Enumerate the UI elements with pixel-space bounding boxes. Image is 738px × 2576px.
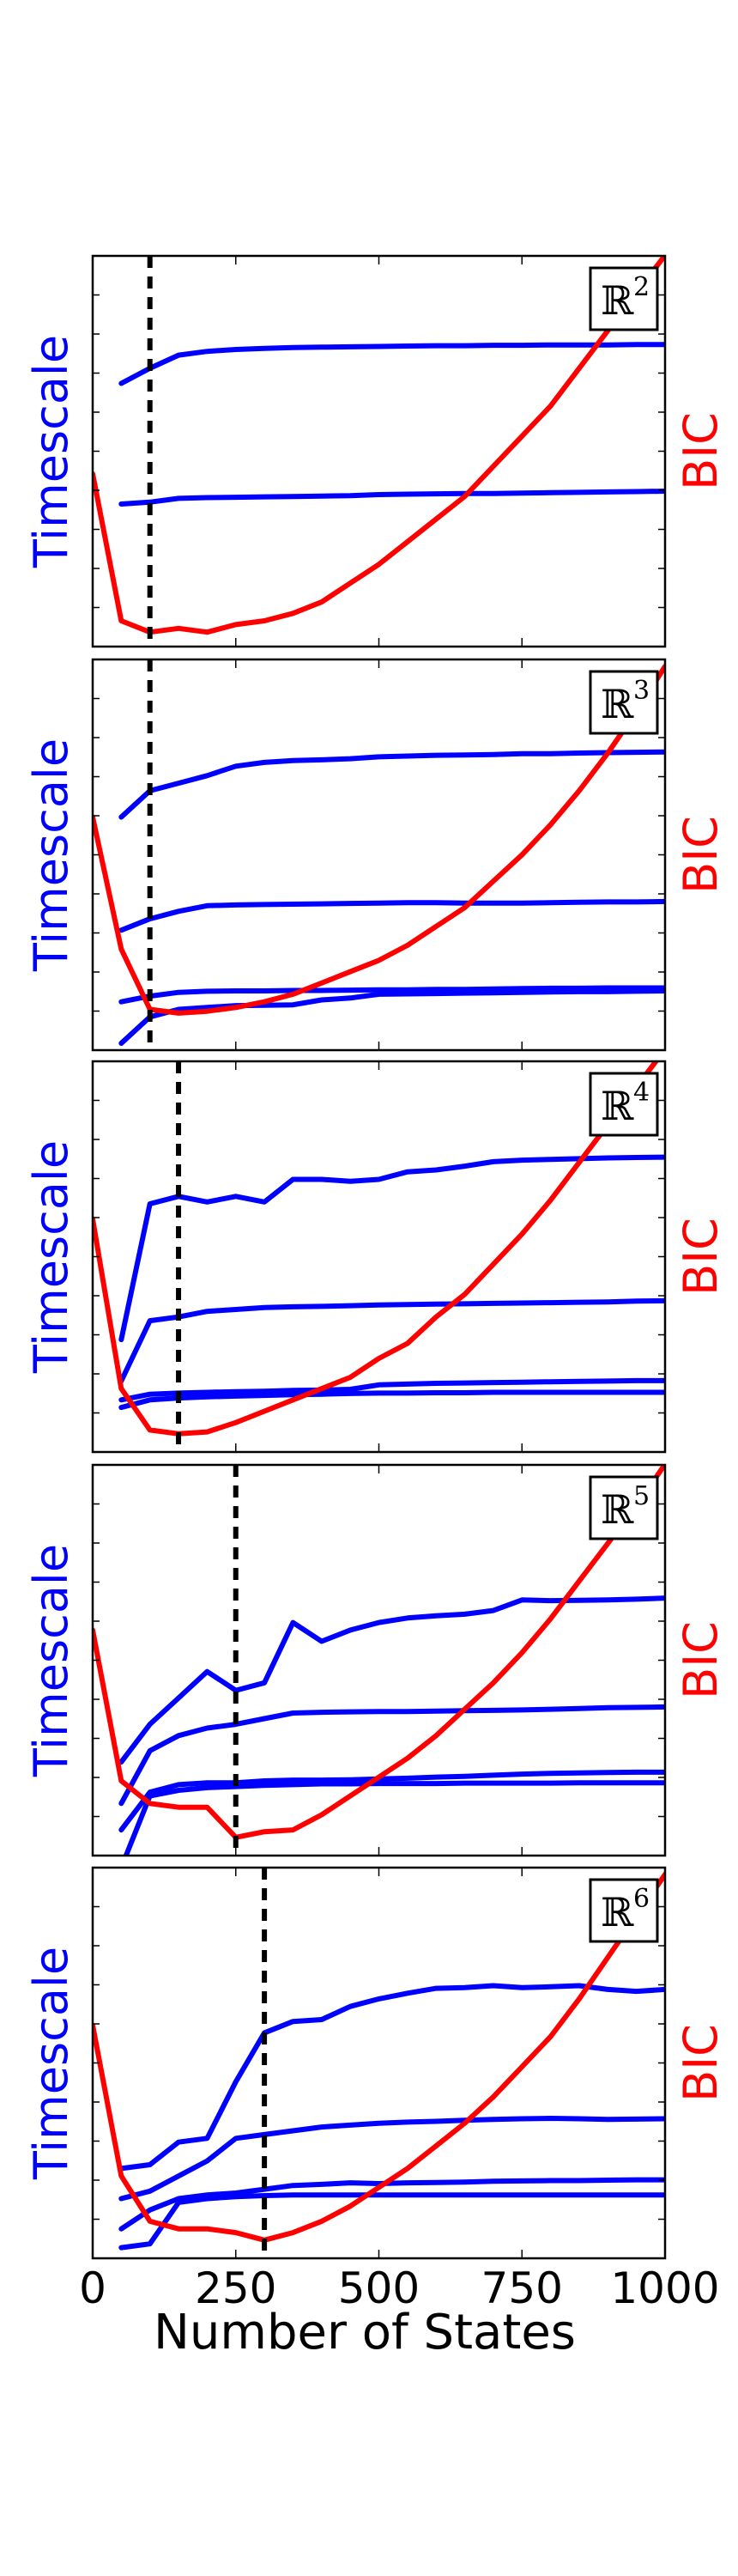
y-axis-label-left: Timescale [24,1947,78,2180]
panel-frame [91,1463,667,1857]
legend-label: ℝ [601,1486,634,1533]
legend-exponent: 5 [633,1481,650,1511]
x-tick-label: 1000 [610,2263,719,2313]
timescale-series-3 [118,985,665,1005]
plot-area [93,1868,665,2258]
timescale-series-1 [118,749,665,820]
x-axis-label: Number of States [154,2305,576,2360]
legend-box [589,670,659,735]
panel-5: ℝ 6 Timescale BIC [24,1866,728,2260]
legend-exponent: 3 [633,676,650,706]
panel-1: ℝ 2 Timescale BIC [24,254,728,648]
y-axis-label-right: BIC [674,816,728,894]
y-axis-label-right: BIC [674,2024,728,2102]
timescale-series-4 [118,2192,665,2251]
x-tick-label: 750 [481,2263,563,2313]
bic-series [93,1872,665,2243]
y-axis-label-right: BIC [674,1218,728,1296]
timescale-series-2 [118,1297,665,1384]
timescale-series-4 [123,1780,665,1856]
y-axis-label-right: BIC [674,1621,728,1699]
timescale-series-2 [118,2116,665,2202]
plot-area [93,256,665,647]
timescale-series-3 [118,2177,665,2232]
plot-area [93,659,665,1050]
legend-label: ℝ [601,277,634,324]
timescale-series-2 [118,489,665,507]
timescale-series-3 [118,1377,665,1403]
x-tick-label: 0 [79,2263,106,2313]
panel-3: ℝ 4 Timescale BIC [24,1060,728,1454]
plot-area [93,1465,665,1856]
legend-box [589,1475,659,1540]
legend-label: ℝ [601,1889,634,1935]
plot-area [93,1061,665,1452]
legend-label: ℝ [601,681,634,727]
timescale-series-4 [118,1389,665,1411]
y-axis-label-left: Timescale [24,738,78,972]
timescale-series-2 [118,1704,665,1807]
legend-box [589,266,659,331]
y-axis-label-left: Timescale [24,1544,78,1777]
timescale-series-1 [118,1595,665,1765]
timescale-series-3 [118,1769,665,1833]
bic-series [93,664,665,1016]
panel-frame [91,254,667,648]
y-axis-label-right: BIC [674,412,728,490]
timescale-series-1 [118,342,665,386]
legend-label: ℝ [601,1083,634,1129]
legend-exponent: 4 [633,1078,650,1108]
timescale-series-2 [118,898,665,933]
legend-box [589,1072,659,1137]
timescale-series-1 [118,1154,665,1343]
y-axis-label-left: Timescale [24,335,78,568]
bic-series [93,256,665,635]
bic-series [93,1061,660,1437]
bic-series [93,1465,665,1840]
timescale-series-1 [118,1983,665,2172]
x-tick-label: 250 [195,2263,276,2313]
panel-4: ℝ 5 Timescale BIC [24,1463,728,1857]
y-axis-label-left: Timescale [24,1140,78,1374]
timescale-series-4 [118,988,665,1046]
x-axis: 0 250 500 750 1000 [79,2263,720,2313]
legend-box [589,1878,659,1943]
x-tick-label: 500 [338,2263,420,2313]
legend-exponent: 2 [633,272,650,302]
legend-exponent: 6 [633,1884,650,1914]
panel-2: ℝ 3 Timescale BIC [24,658,728,1052]
